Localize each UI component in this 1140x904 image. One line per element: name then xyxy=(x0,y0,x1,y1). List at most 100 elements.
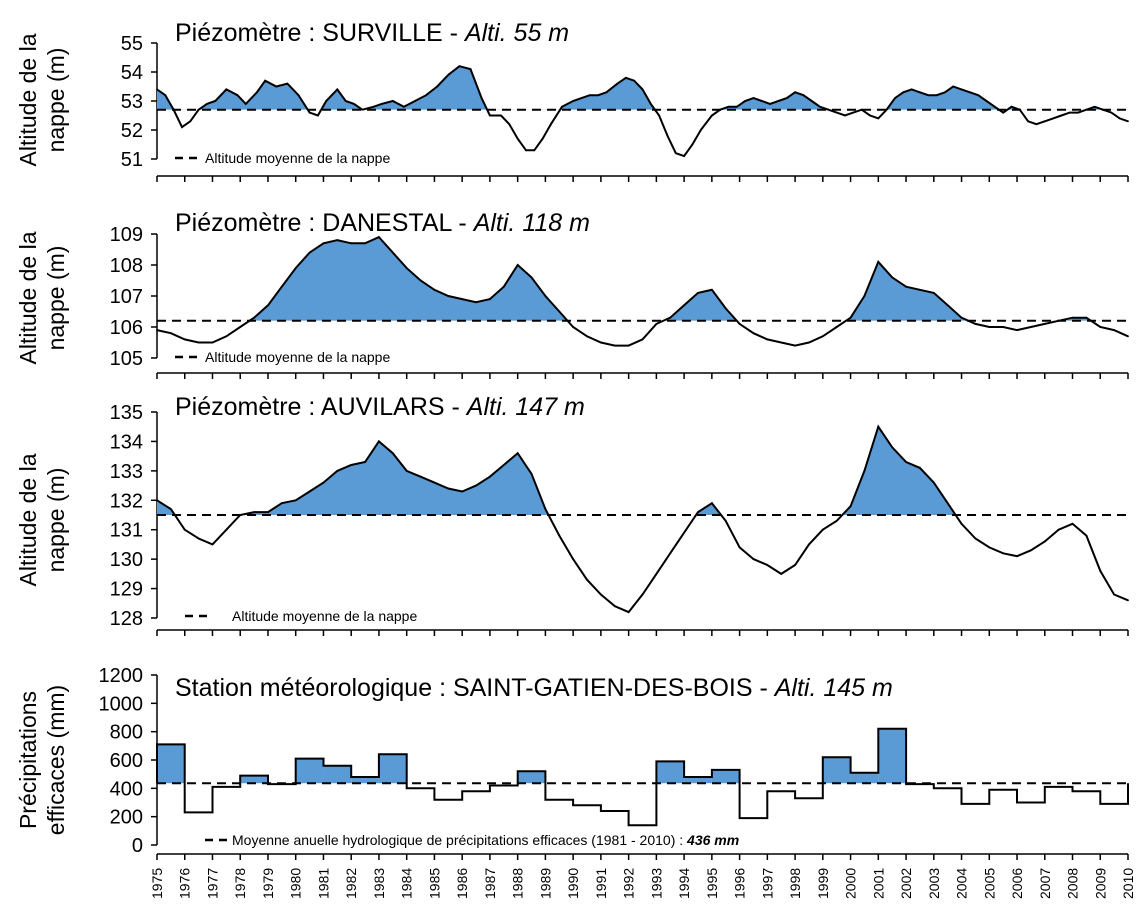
x-tick-label: 2010 xyxy=(1120,868,1136,899)
data-point xyxy=(977,94,980,97)
data-point xyxy=(849,505,852,508)
data-point xyxy=(794,564,796,566)
data-point xyxy=(988,326,991,328)
data-point xyxy=(516,137,519,140)
data-point xyxy=(1043,120,1046,123)
data-point xyxy=(674,152,677,155)
data-point xyxy=(183,528,186,531)
data-point xyxy=(711,288,713,291)
data-point xyxy=(588,94,591,97)
data-point xyxy=(891,276,894,279)
data-point xyxy=(189,120,192,123)
data-point xyxy=(1127,335,1129,338)
data-point xyxy=(780,573,783,575)
legend-value: 436 mm xyxy=(686,832,739,848)
y-tick-label: 400 xyxy=(110,778,143,800)
data-point xyxy=(1077,111,1079,114)
data-point xyxy=(697,292,699,294)
data-point xyxy=(378,440,380,443)
data-point xyxy=(172,108,175,111)
data-point xyxy=(405,470,408,472)
data-point xyxy=(525,149,527,152)
bar-1978 xyxy=(240,775,268,784)
data-point xyxy=(317,114,319,117)
data-point xyxy=(1052,117,1054,120)
data-point xyxy=(1113,329,1115,331)
y-axis-label-line1: Altitude de la xyxy=(15,231,41,364)
y-axis-label: Altitude de lanappe (m) xyxy=(15,453,69,586)
data-point xyxy=(267,511,269,513)
y-axis-label: Altitude de lanappe (m) xyxy=(15,33,69,166)
x-tick-label: 1980 xyxy=(288,868,304,899)
x-tick-label: 1979 xyxy=(260,868,276,899)
data-point xyxy=(419,279,422,282)
data-point xyxy=(780,341,783,344)
data-point xyxy=(156,499,158,502)
x-tick-label: 1997 xyxy=(759,868,775,899)
y-axis-label: Altitude de lanappe (m) xyxy=(15,231,69,364)
legend-text: Altitude moyenne de la nappe xyxy=(232,608,417,624)
data-point xyxy=(267,304,269,307)
data-point xyxy=(489,114,491,117)
x-tick-label: 2006 xyxy=(1009,868,1025,899)
y-tick-label: 130 xyxy=(110,549,143,571)
data-point xyxy=(891,446,894,449)
bar-1980 xyxy=(295,758,324,784)
data-point xyxy=(294,267,297,269)
data-point xyxy=(280,285,283,288)
data-point xyxy=(905,461,907,463)
data-point xyxy=(616,82,619,85)
data-point xyxy=(985,100,988,102)
y-axis-label-line2: efficaces (mm) xyxy=(43,685,69,835)
data-point xyxy=(447,487,450,490)
data-point xyxy=(760,100,763,102)
data-point xyxy=(308,251,311,254)
data-point xyxy=(1018,108,1021,111)
bar-2000 xyxy=(850,772,879,784)
x-tick-label: 1989 xyxy=(537,868,553,899)
y-tick-label: 0 xyxy=(132,835,143,857)
data-point xyxy=(794,91,796,94)
data-point xyxy=(683,155,685,158)
data-point xyxy=(1002,111,1005,114)
data-point xyxy=(766,338,769,341)
y-tick-label: 51 xyxy=(121,149,143,171)
data-point xyxy=(433,481,436,484)
data-point xyxy=(821,528,824,531)
chart-panel-1: 55 54 53 52 51 Altitude de lanappe (m) Piézomè… xyxy=(15,19,1129,182)
x-tick-label: 1981 xyxy=(316,868,332,899)
data-point xyxy=(489,298,491,300)
data-point xyxy=(350,464,353,466)
bar-1983 xyxy=(378,754,407,784)
y-tick-label: 1000 xyxy=(99,693,144,715)
y-tick-label: 108 xyxy=(110,255,143,277)
data-point xyxy=(170,508,172,510)
data-point xyxy=(391,251,394,254)
data-point xyxy=(264,79,267,82)
data-point xyxy=(777,100,780,102)
data-point xyxy=(433,288,436,291)
data-point xyxy=(572,558,574,560)
data-point xyxy=(378,236,380,239)
data-point xyxy=(944,91,946,94)
data-point xyxy=(544,295,547,297)
data-point xyxy=(605,91,608,94)
data-point xyxy=(810,100,813,102)
data-point xyxy=(1068,111,1071,114)
data-point xyxy=(541,137,544,140)
data-point xyxy=(627,611,630,613)
data-point xyxy=(835,111,838,114)
data-point xyxy=(877,261,880,263)
data-point xyxy=(649,103,652,105)
data-point xyxy=(336,470,339,472)
data-point xyxy=(1057,319,1060,322)
x-tick-label: 1991 xyxy=(593,868,609,899)
data-point xyxy=(974,537,977,540)
data-point xyxy=(502,464,505,466)
legend-label: Moyenne anuelle hydrologique de précipit… xyxy=(232,832,687,848)
y-tick-label: 600 xyxy=(110,750,143,772)
x-tick-label: 1978 xyxy=(232,868,248,899)
data-point xyxy=(586,335,588,338)
chart-title-main: Station météorologique : SAINT-GATIEN-DE… xyxy=(175,674,775,702)
